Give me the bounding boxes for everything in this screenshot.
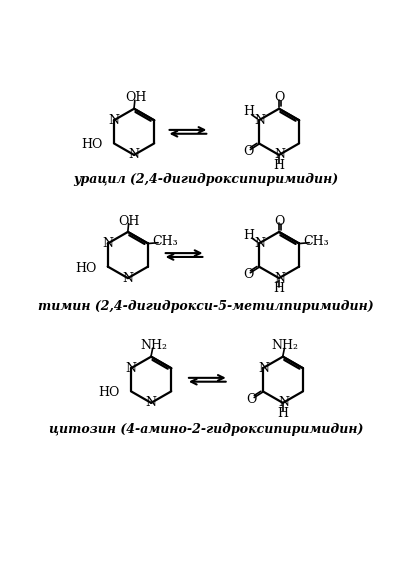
Text: цитозин (4-амино-2-гидроксипиримидин): цитозин (4-амино-2-гидроксипиримидин) xyxy=(49,423,364,436)
Text: O: O xyxy=(274,92,284,105)
Text: N: N xyxy=(274,148,285,161)
Text: H: H xyxy=(277,407,289,420)
Text: N: N xyxy=(278,396,289,409)
Text: CH₃: CH₃ xyxy=(152,235,178,248)
Text: тимин (2,4-дигидрокси-5-метилпиримидин): тимин (2,4-дигидрокси-5-метилпиримидин) xyxy=(38,300,374,313)
Text: O: O xyxy=(274,215,284,228)
Text: H: H xyxy=(243,229,254,242)
Text: N: N xyxy=(254,237,265,250)
Text: O: O xyxy=(243,144,253,157)
Text: H: H xyxy=(274,159,285,172)
Text: O: O xyxy=(243,268,253,281)
Text: урацил (2,4-дигидроксипиримидин): урацил (2,4-дигидроксипиримидин) xyxy=(74,173,339,186)
Text: NH₂: NH₂ xyxy=(272,340,299,353)
Text: HO: HO xyxy=(99,387,120,400)
Text: HO: HO xyxy=(75,261,97,275)
Text: N: N xyxy=(108,114,119,127)
Text: OH: OH xyxy=(119,215,140,228)
Text: O: O xyxy=(247,392,257,405)
Text: H: H xyxy=(243,105,254,118)
Text: OH: OH xyxy=(125,92,146,105)
Text: N: N xyxy=(274,272,285,285)
Text: N: N xyxy=(125,362,137,375)
Text: N: N xyxy=(254,114,265,127)
Text: N: N xyxy=(145,396,157,409)
Text: N: N xyxy=(123,272,133,285)
Text: N: N xyxy=(102,237,113,250)
Text: CH₃: CH₃ xyxy=(303,235,329,248)
Text: N: N xyxy=(129,148,139,161)
Text: HO: HO xyxy=(82,139,103,152)
Text: N: N xyxy=(258,362,269,375)
Text: H: H xyxy=(274,282,285,295)
Text: NH₂: NH₂ xyxy=(140,340,167,353)
